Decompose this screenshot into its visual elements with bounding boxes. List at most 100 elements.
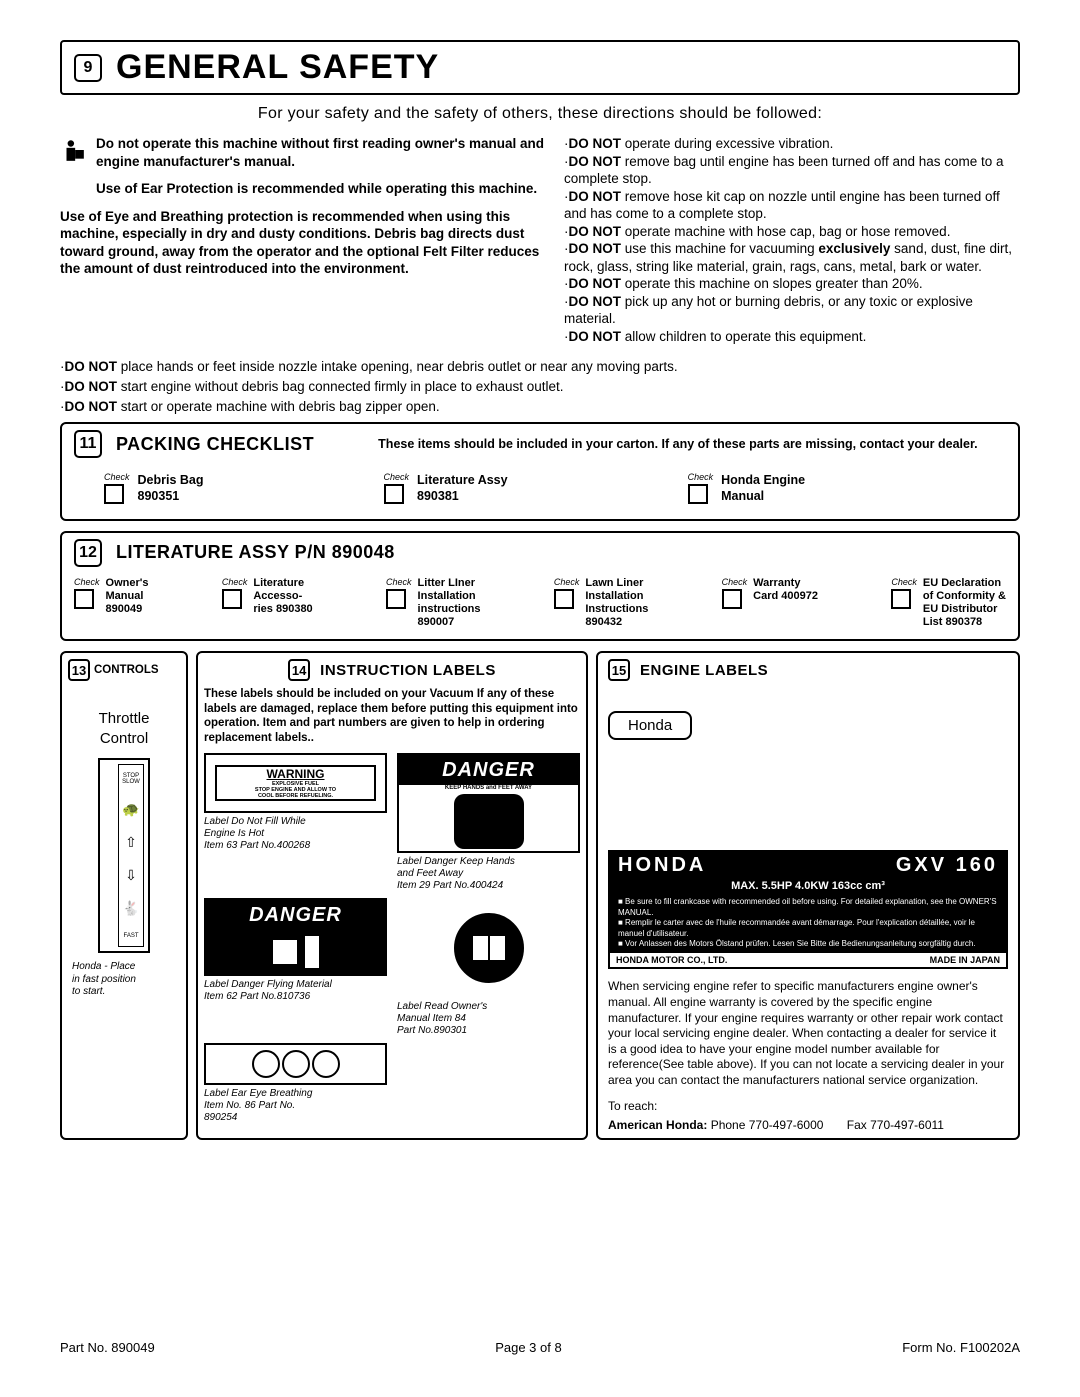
packing-header: 11 PACKING CHECKLIST These items should …: [74, 430, 1006, 458]
ear-eye-icons: [252, 1050, 340, 1078]
sl2: ·DO NOT start engine without debris bag …: [60, 378, 1020, 396]
label-ear-eye: Label Ear Eye Breathing Item No. 86 Part…: [204, 1043, 387, 1124]
instruction-header: 14 INSTRUCTION LABELS: [204, 659, 580, 681]
honda-plate-body: ■ Be sure to fill crankcase with recomme…: [610, 893, 1006, 953]
safety-p3: Use of Eye and Breathing protection is r…: [60, 209, 539, 277]
honda-plate: HONDA GXV 160 MAX. 5.5HP 4.0KW 163cc cm³…: [608, 850, 1008, 969]
packing-items: Check Debris Bag 890351 Check Literature…: [74, 472, 1006, 505]
footer-right: Form No. F100202A: [902, 1340, 1020, 1355]
lit-item-1: CheckOwner's Manual 890049: [74, 577, 148, 630]
sr7: ·DO NOT pick up any hot or burning debri…: [564, 293, 1020, 328]
person-icon: [305, 936, 319, 968]
safety-right-col: ·DO NOT ·DO NOT operate during excessive…: [564, 135, 1020, 346]
engine-contact: American Honda: Phone 770-497-6000 Fax 7…: [608, 1118, 1008, 1132]
warning-box: WARNING EXPLOSIVE FUEL STOP ENGINE AND A…: [215, 765, 376, 802]
read-book-icon: [454, 913, 524, 983]
up-arrow-icon: ⇧: [125, 834, 137, 851]
lit-items: CheckOwner's Manual 890049 CheckLiteratu…: [74, 577, 1006, 630]
lit-title: LITERATURE ASSY P/N 890048: [116, 542, 395, 563]
sr8: ·DO NOT allow children to operate this e…: [564, 328, 1020, 346]
checkbox[interactable]: [688, 484, 708, 504]
label-read-manual: Label Read Owner's Manual Item 84 Part N…: [397, 898, 580, 1037]
instruction-note: These labels should be included on your …: [204, 687, 580, 745]
checkbox[interactable]: [386, 589, 406, 609]
packing-checklist: 11 PACKING CHECKLIST These items should …: [60, 422, 1020, 521]
hand-icon: [454, 794, 524, 849]
throttle-label: Throttle Control: [68, 709, 180, 748]
check-honda-manual: Check Honda Engine Manual: [688, 472, 806, 505]
literature-assy: 12 LITERATURE ASSY P/N 890048 CheckOwner…: [60, 531, 1020, 642]
sl1: ·DO NOT place hands or feet inside nozzl…: [60, 358, 1020, 376]
safety-left-col: Do not operate this machine without firs…: [60, 135, 552, 346]
general-safety-title: GENERAL SAFETY: [116, 48, 439, 87]
controls-title: CONTROLS: [94, 664, 159, 676]
lit-item-2: CheckLiterature Accesso- ries 890380: [222, 577, 313, 630]
check-lit-assy: Check Literature Assy 890381: [384, 472, 508, 505]
checkbox[interactable]: [554, 589, 574, 609]
footer-left: Part No. 890049: [60, 1340, 155, 1355]
check-text-2: Literature Assy 890381: [417, 472, 508, 505]
checkbox[interactable]: [104, 484, 124, 504]
honda-plate-foot: HONDA MOTOR CO., LTD. MADE IN JAPAN: [610, 953, 1006, 967]
footer-center: Page 3 of 8: [495, 1340, 562, 1355]
turtle-icon: 🐢: [122, 801, 139, 818]
throttle-inner: STOPSLOW 🐢 ⇧ ⇩ 🐇 FAST: [118, 764, 144, 947]
section-14-num: 14: [288, 659, 310, 681]
debris-icon: [273, 940, 297, 964]
checkbox[interactable]: [74, 589, 94, 609]
section-15-num: 15: [608, 659, 630, 681]
honda-button: Honda: [608, 711, 692, 740]
safety-p2: Use of Ear Protection is recommended whi…: [96, 181, 537, 196]
checkbox[interactable]: [384, 484, 404, 504]
section-12-num: 12: [74, 539, 102, 567]
checkbox[interactable]: [722, 589, 742, 609]
check-text-3: Honda Engine Manual: [721, 472, 805, 505]
label-danger-hands: DANGER KEEP HANDS and FEET AWAY Label Da…: [397, 753, 580, 892]
section-11-num: 11: [74, 430, 102, 458]
general-safety-header: 9 GENERAL SAFETY: [60, 40, 1020, 95]
sr3: ·DO NOT remove hose kit cap on nozzle un…: [564, 188, 1020, 223]
honda-plate-mid: MAX. 5.5HP 4.0KW 163cc cm³: [610, 879, 1006, 893]
section-9-num: 9: [74, 54, 102, 82]
sr5: ·DO NOT use this machine for vacuuming e…: [564, 240, 1020, 275]
instruction-title: INSTRUCTION LABELS: [320, 662, 496, 679]
labels-grid: WARNING EXPLOSIVE FUEL STOP ENGINE AND A…: [204, 753, 580, 1124]
safety-columns: Do not operate this machine without firs…: [60, 135, 1020, 346]
engine-text: When servicing engine refer to specific …: [608, 979, 1008, 1088]
sl3: ·DO NOT start or operate machine with de…: [60, 398, 1020, 416]
engine-reach: To reach:: [608, 1099, 1008, 1115]
sr4: ·DO NOT operate machine with hose cap, b…: [564, 223, 1020, 241]
instruction-labels-box: 14 INSTRUCTION LABELS These labels shoul…: [196, 651, 588, 1140]
sr2: ·DO NOT remove bag until engine has been…: [564, 153, 1020, 188]
sr6: ·DO NOT operate this machine on slopes g…: [564, 275, 1020, 293]
checkbox[interactable]: [222, 589, 242, 609]
safety-p1: Do not operate this machine without firs…: [96, 136, 544, 169]
honda-plate-top: HONDA GXV 160: [610, 852, 1006, 879]
lit-item-6: CheckEU Declaration of Conformity & EU D…: [891, 577, 1006, 630]
engine-labels-box: 15 ENGINE LABELS Honda HONDA GXV 160 MAX…: [596, 651, 1020, 1140]
engine-title: ENGINE LABELS: [640, 662, 768, 679]
down-arrow-icon: ⇩: [125, 867, 137, 884]
safety-lower: ·DO NOT place hands or feet inside nozzl…: [60, 358, 1020, 417]
lower-row: 13 CONTROLS Throttle Control STOPSLOW 🐢 …: [60, 651, 1020, 1140]
throttle-panel: STOPSLOW 🐢 ⇧ ⇩ 🐇 FAST: [98, 758, 150, 953]
throttle-note: Honda - Place in fast position to start.: [68, 961, 180, 999]
label-warning: WARNING EXPLOSIVE FUEL STOP ENGINE AND A…: [204, 753, 387, 892]
controls-box: 13 CONTROLS Throttle Control STOPSLOW 🐢 …: [60, 651, 188, 1140]
check-text-1: Debris Bag 890351: [138, 472, 204, 505]
read-manual-icon: [60, 137, 86, 163]
section-13-num: 13: [68, 659, 90, 681]
lit-header: 12 LITERATURE ASSY P/N 890048: [74, 539, 1006, 567]
safety-subtitle: For your safety and the safety of others…: [60, 105, 1020, 123]
checkbox[interactable]: [891, 589, 911, 609]
check-debris-bag: Check Debris Bag 890351: [104, 472, 204, 505]
lit-item-3: CheckLitter LIner Installation instructi…: [386, 577, 480, 630]
packing-title: PACKING CHECKLIST: [116, 434, 314, 455]
lit-item-4: CheckLawn Liner Installation Instruction…: [554, 577, 648, 630]
page-footer: Part No. 890049 Page 3 of 8 Form No. F10…: [60, 1340, 1020, 1355]
controls-header: 13 CONTROLS: [68, 659, 180, 681]
lit-item-5: CheckWarranty Card 400972: [722, 577, 818, 630]
packing-note: These items should be included in your c…: [378, 437, 1006, 451]
sr1: ·DO NOT ·DO NOT operate during excessive…: [564, 135, 1020, 153]
rabbit-icon: 🐇: [122, 900, 139, 917]
